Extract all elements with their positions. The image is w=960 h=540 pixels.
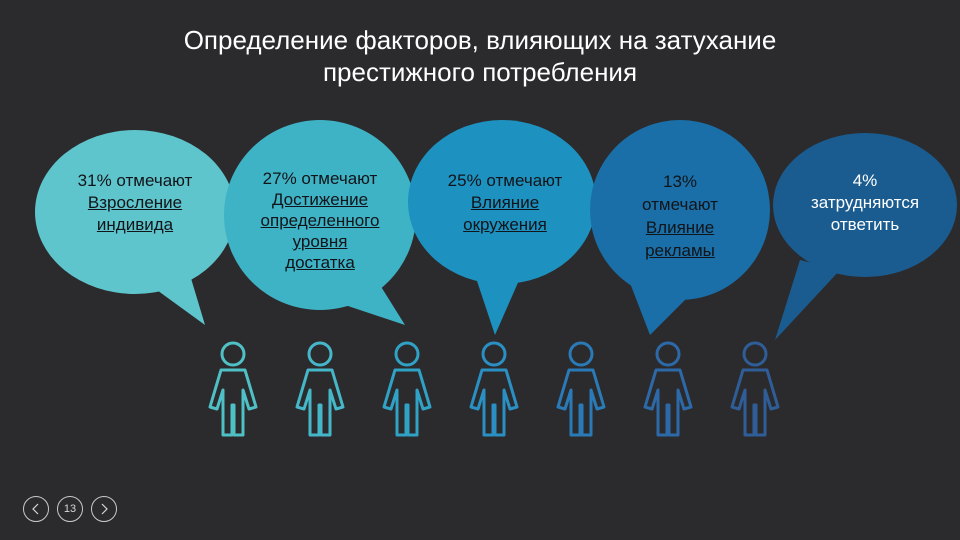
person-icon [730,341,780,437]
bubble-2-shape [224,120,416,310]
bubble-4-tail [625,270,690,335]
person-icon [295,341,345,437]
bubble-3-tail [475,275,520,335]
slide-title: Определение факторов, влияющих на затуха… [0,24,960,88]
page-number: 13 [63,503,77,515]
bubble-5-line: ответить [830,215,900,234]
bubble-5-tail [775,260,840,340]
chevron-left-icon [32,503,39,515]
person-icon [382,341,432,437]
bubble-1-factor: Взросление [87,193,183,212]
bubble-1-shape [35,130,235,294]
bubble-3 [408,120,596,335]
next-slide-button[interactable] [91,496,117,522]
bubble-1-text: 31% отмечают Взросление индивида [45,170,225,236]
bubble-5-line: затрудняются [810,193,920,212]
bubble-2-factor: достатка [285,253,355,272]
bubble-3-factor: Влияние [470,193,540,212]
bubble-4-line: 13% [662,172,698,191]
bubble-2 [224,120,416,325]
bubble-4-line: отмечают [642,195,718,214]
bubble-5-line: 4% [852,171,878,190]
bubble-4-factor: рекламы [645,241,715,260]
person-icon [208,341,258,437]
bubble-4 [590,120,770,335]
page-number-badge: 13 [57,496,83,522]
bubble-5 [773,133,957,340]
title-line-1: Определение факторов, влияющих на затуха… [183,25,777,55]
bubble-1-tail [150,275,205,325]
bubble-3-shape [408,120,596,284]
person-icon [469,341,519,437]
bubble-3-text: 25% отмечают Влияние окружения [420,170,590,236]
people-row [208,341,780,437]
prev-slide-button[interactable] [23,496,49,522]
bubble-2-line: 27% отмечают [262,169,378,188]
bubble-2-text: 27% отмечают Достижение определенного ур… [235,168,405,273]
bubble-2-factor: определенного [260,211,380,230]
chevron-right-icon [101,503,108,515]
person-icon [556,341,606,437]
bubble-4-shape [590,120,770,300]
bubble-1 [35,130,235,325]
bubble-4-factor: Влияние [645,218,715,237]
bubble-5-shape [773,133,957,277]
person-icon [643,341,693,437]
bubble-2-factor: уровня [292,232,348,251]
bubble-1-factor: индивида [96,215,174,234]
bubble-1-line: 31% отмечают [77,171,193,190]
bubble-3-line: 25% отмечают [447,171,563,190]
bubble-2-tail [330,285,405,325]
title-line-2: престижного потребления [322,57,638,87]
bubble-2-factor: Достижение [271,190,369,209]
bubble-3-factor: окружения [463,215,547,234]
bubble-5-text: 4% затрудняются ответить [785,170,945,236]
bubble-4-text: 13% отмечают Влияние рекламы [600,170,760,262]
